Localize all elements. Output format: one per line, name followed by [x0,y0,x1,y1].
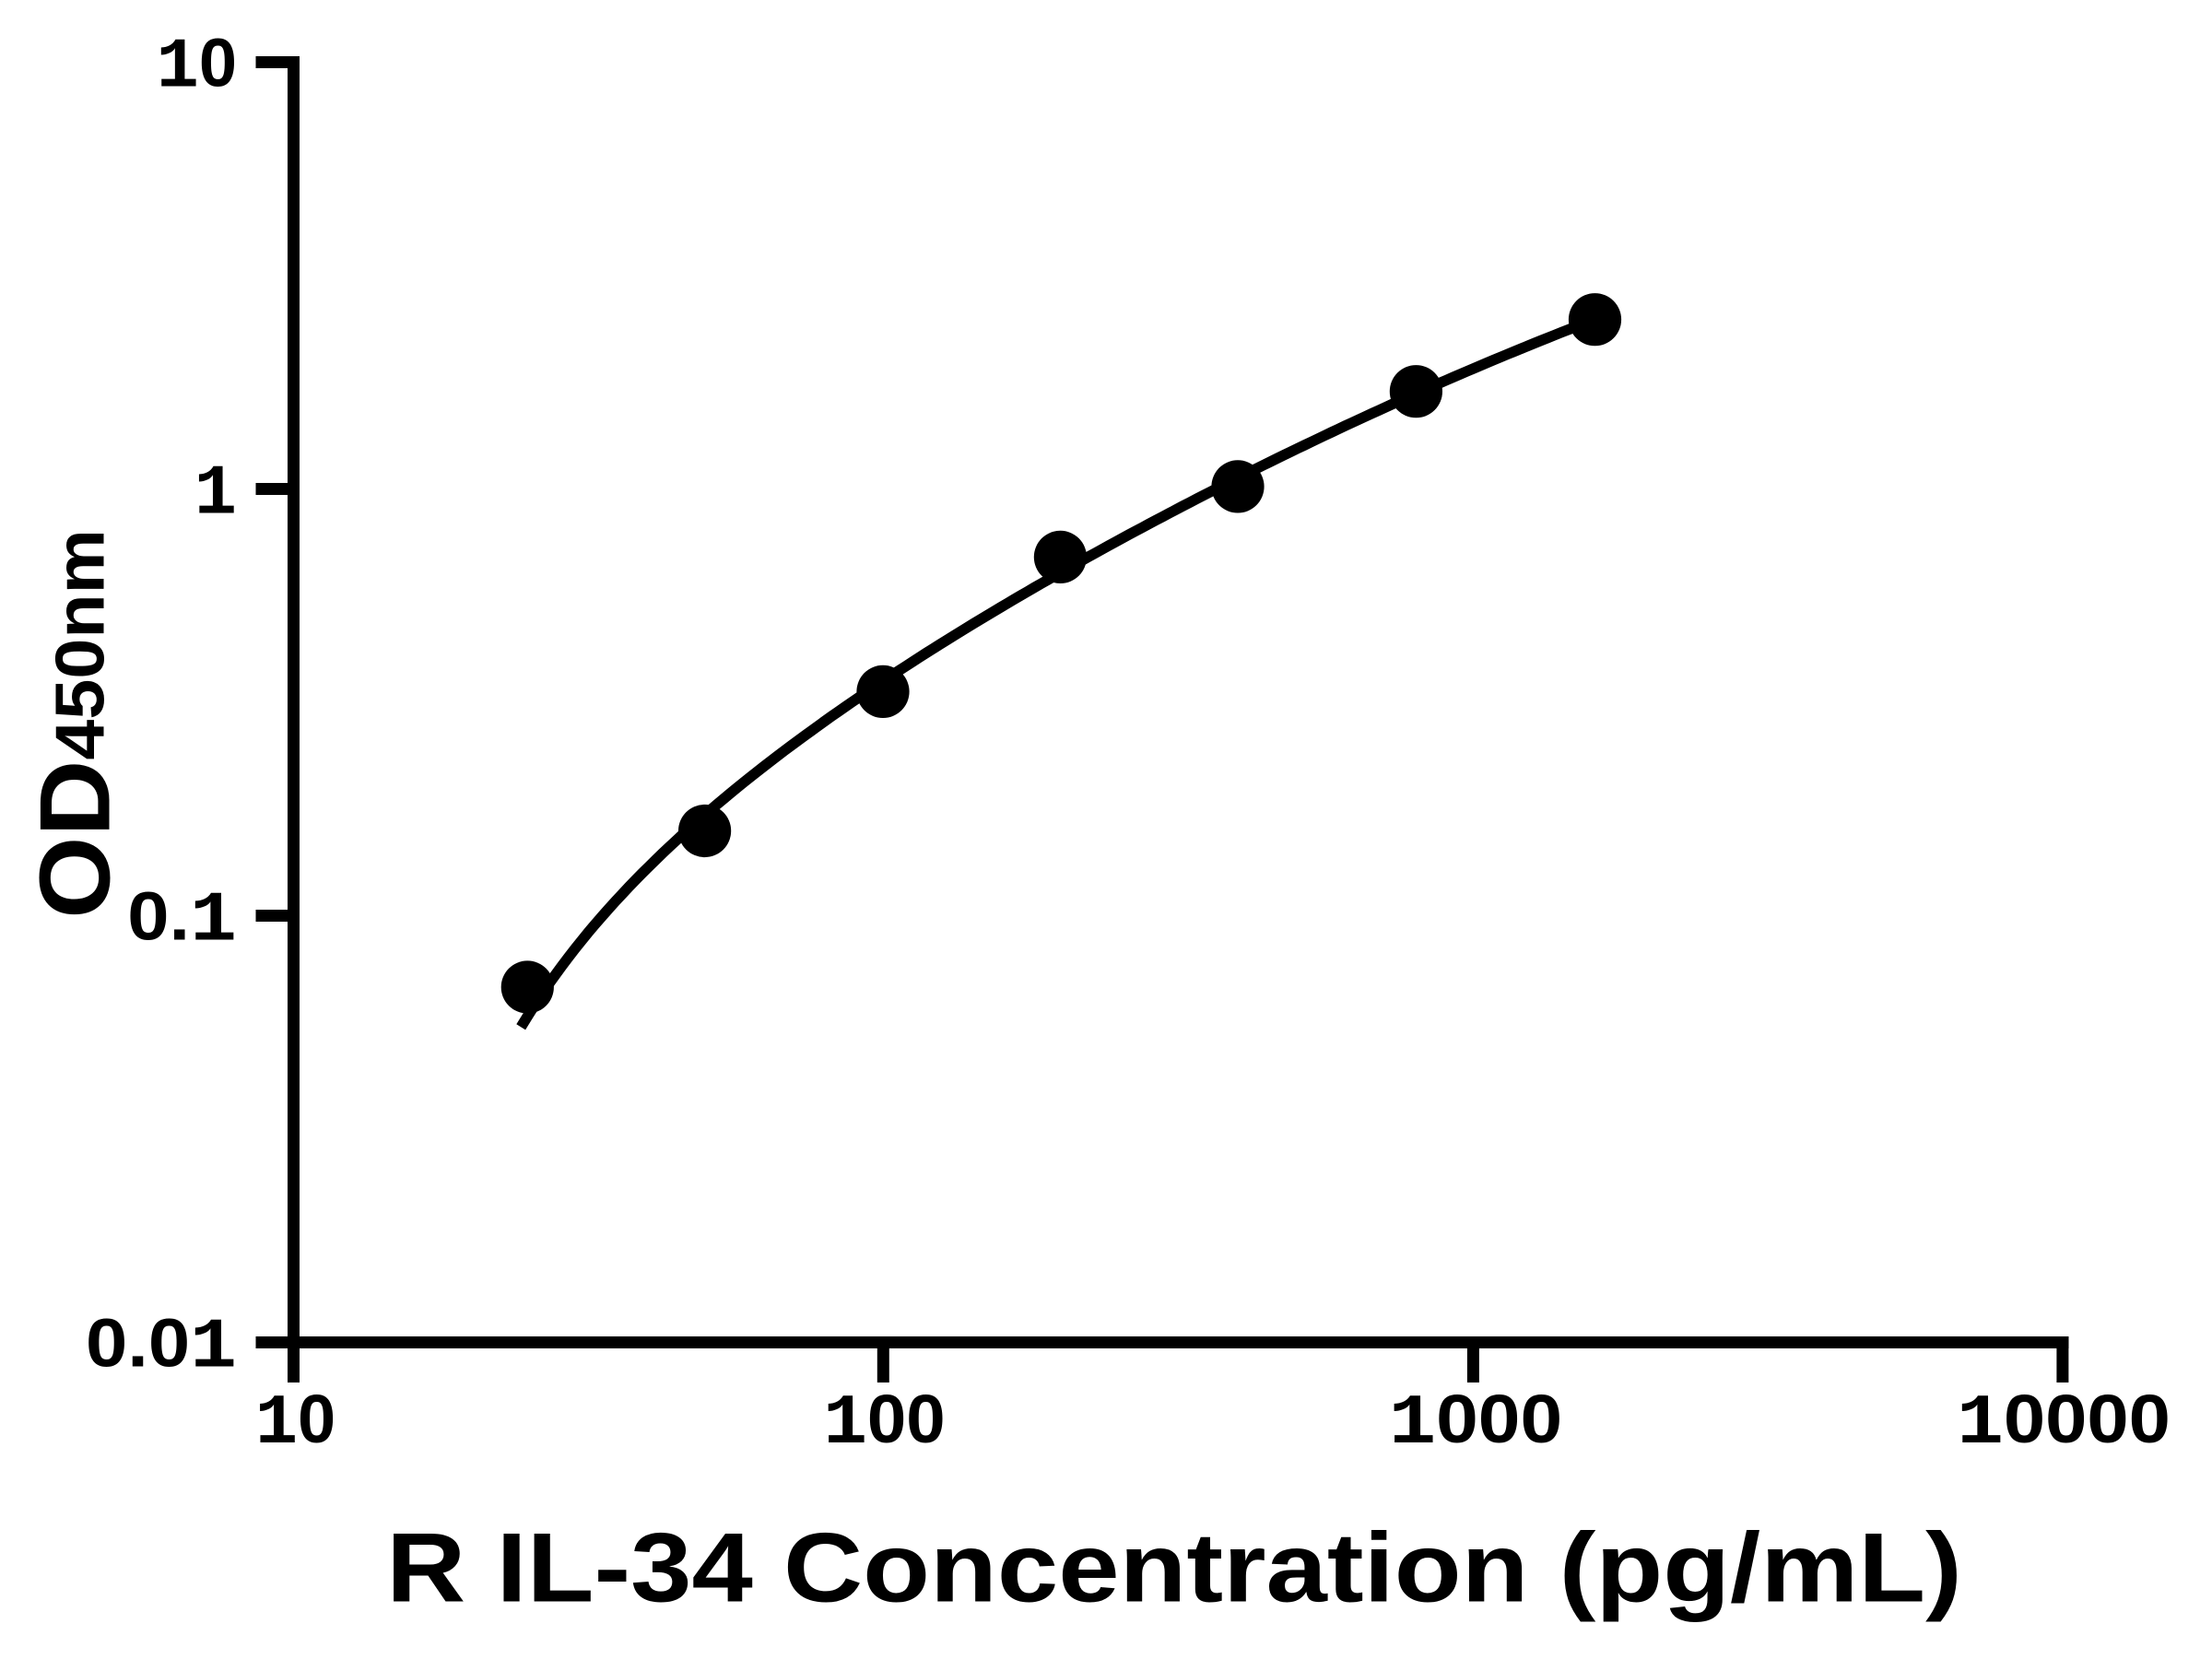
svg-text:10: 10 [255,1381,335,1465]
svg-text:10: 10 [157,25,237,109]
svg-text:0.01: 0.01 [86,1306,237,1388]
svg-text:0.1: 0.1 [127,879,237,961]
svg-text:100: 100 [823,1381,945,1465]
svg-text:1000: 1000 [1389,1381,1562,1465]
svg-text:R IL-34 Concentration (pg/mL): R IL-34 Concentration (pg/mL) [386,1512,1962,1623]
svg-text:10000: 10000 [1957,1382,2171,1464]
svg-text:1: 1 [194,455,237,535]
